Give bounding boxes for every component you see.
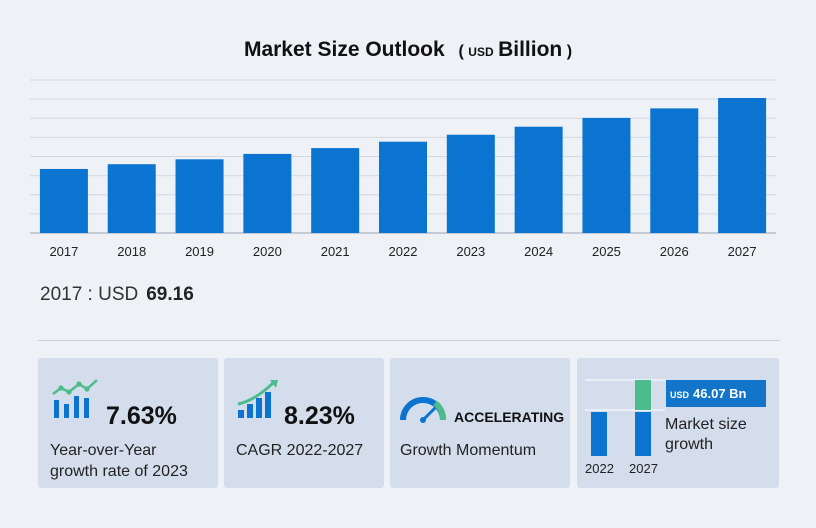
badge-unit: USD (670, 390, 690, 400)
bar-chart: 2017 2018 2019 2020 2021 2022 2023 2024 2025 2026… (30, 79, 776, 259)
yoy-card: 7.63% Year-over-Year growth rate of 2023 (38, 358, 218, 488)
market-year-start: 2022 (585, 461, 614, 476)
base-year-amount: 69.16 (146, 284, 194, 305)
x-tick-label: 2017 (49, 244, 78, 259)
bar-2019 (175, 159, 224, 233)
market-line2: growth (665, 436, 714, 453)
growth-bars-icon (52, 379, 98, 418)
bar-2024 (514, 126, 563, 233)
market-size-bars-icon (585, 379, 665, 456)
bar-2025 (582, 117, 631, 233)
yoy-line1: Year-over-Year (50, 442, 157, 459)
x-tick-label: 2024 (524, 244, 553, 259)
x-tick-label: 2027 (728, 244, 757, 259)
bar-2026 (650, 108, 699, 233)
title-unit: ( USD Billion ) (458, 38, 573, 61)
x-tick-label: 2021 (321, 244, 350, 259)
chart-title: Market Size Outlook ( USD Billion ) (0, 38, 816, 62)
yoy-line2: growth rate of 2023 (50, 463, 188, 480)
x-tick-label: 2019 (185, 244, 214, 259)
bar-2027 (718, 98, 767, 233)
bar-2023 (446, 134, 495, 233)
title-text: Market Size Outlook (243, 38, 445, 61)
divider (38, 340, 780, 341)
market-growth-badge: USD 46.07 Bn (666, 380, 766, 407)
bar-2021 (311, 148, 360, 233)
x-tick-label: 2023 (456, 244, 485, 259)
rising-bars-icon (237, 380, 278, 418)
yoy-value: 7.63% (106, 402, 177, 430)
x-tick-label: 2025 (592, 244, 621, 259)
bar-2022 (379, 141, 427, 233)
cagr-card: 8.23% CAGR 2022-2027 (224, 358, 384, 488)
x-tick-label: 2020 (253, 244, 282, 259)
x-tick-label: 2022 (389, 244, 418, 259)
x-tick-label: 2026 (660, 244, 689, 259)
momentum-card: ACCELERATING Growth Momentum (390, 358, 570, 488)
momentum-label: Growth Momentum (400, 442, 537, 459)
momentum-value: ACCELERATING (454, 409, 565, 425)
cagr-label: CAGR 2022-2027 (236, 442, 364, 459)
base-year-value: 2017 : USD 69.16 (40, 284, 194, 306)
badge-value: 46.07 Bn (693, 386, 747, 401)
bar-2017 (39, 168, 88, 233)
x-tick-label: 2018 (117, 244, 146, 259)
market-year-end: 2027 (629, 461, 658, 476)
bar-2018 (107, 164, 156, 233)
cagr-value: 8.23% (284, 402, 355, 430)
bar-2020 (243, 153, 292, 233)
base-year-label: 2017 : USD (40, 284, 139, 305)
market-growth-card: Market size growth (577, 358, 779, 488)
speedometer-icon (400, 397, 446, 423)
market-line1: Market size (665, 416, 747, 433)
